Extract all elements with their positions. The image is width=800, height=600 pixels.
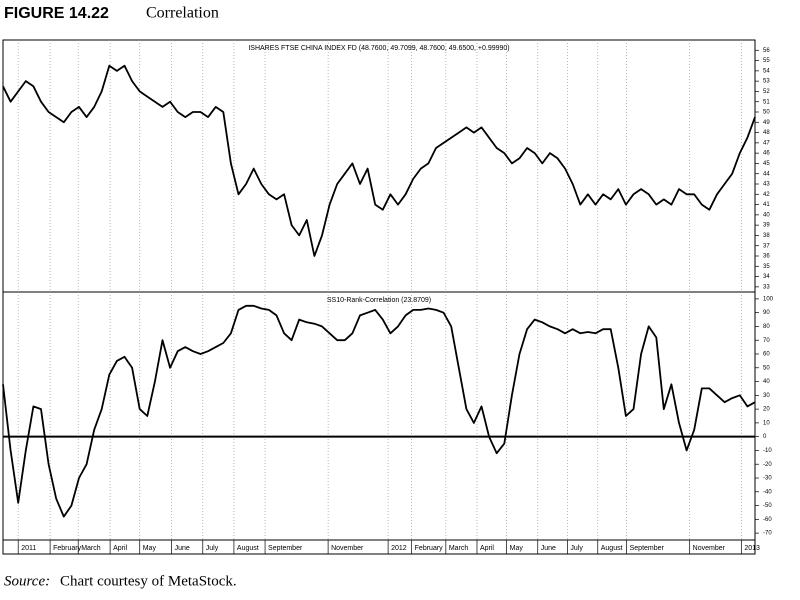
- x-tick-label: March: [81, 545, 101, 552]
- y-tick-label: -20: [763, 462, 772, 468]
- y-tick-label: -30: [763, 476, 772, 482]
- y-tick-label: 37: [763, 243, 770, 249]
- y-tick-label: 90: [763, 310, 770, 316]
- y-tick-label: 43: [763, 182, 770, 188]
- y-tick-label: 100: [763, 296, 774, 302]
- y-tick-label: 51: [763, 99, 770, 105]
- y-tick-label: 34: [763, 274, 770, 280]
- y-tick-label: -10: [763, 448, 772, 454]
- figure-title: Correlation: [146, 5, 219, 22]
- panel-title: ISHARES FTSE CHINA INDEX FD (48.7600, 49…: [248, 45, 509, 52]
- source-label: Source:: [4, 573, 50, 589]
- y-tick-label: 10: [763, 420, 770, 426]
- y-tick-label: 54: [763, 68, 770, 74]
- panel-title: SS10-Rank-Correlation (23.8709): [327, 297, 431, 304]
- x-tick-label: 2012: [391, 545, 407, 552]
- y-tick-label: 39: [763, 223, 770, 229]
- y-tick-label: -40: [763, 489, 772, 495]
- y-tick-label: 38: [763, 233, 770, 239]
- y-tick-label: 52: [763, 89, 770, 95]
- x-tick-label: May: [143, 545, 157, 552]
- x-tick-label: April: [113, 545, 127, 552]
- y-tick-label: 55: [763, 58, 770, 64]
- x-tick-label: April: [480, 545, 494, 552]
- y-tick-label: 50: [763, 365, 770, 371]
- x-tick-label: February: [53, 545, 82, 552]
- y-tick-label: 30: [763, 393, 770, 399]
- x-tick-label: 2011: [21, 545, 36, 552]
- y-tick-label: 49: [763, 120, 770, 126]
- x-tick-label: November: [331, 545, 364, 552]
- y-tick-label: 20: [763, 407, 770, 413]
- panel-frame: [2, 291, 756, 541]
- x-tick-label: November: [693, 545, 726, 552]
- y-tick-label: 46: [763, 151, 770, 157]
- y-tick-label: 47: [763, 140, 770, 146]
- y-tick-label: -50: [763, 503, 772, 509]
- y-tick-label: 40: [763, 379, 770, 385]
- y-tick-label: 70: [763, 338, 770, 344]
- x-tick-label: May: [510, 545, 524, 552]
- x-tick-label: August: [237, 545, 259, 552]
- y-tick-label: -70: [763, 531, 772, 537]
- y-tick-label: 35: [763, 264, 770, 270]
- figure-label: FIGURE 14.22: [4, 5, 109, 22]
- x-tick-label: June: [175, 545, 190, 552]
- y-tick-label: 36: [763, 254, 770, 260]
- y-tick-label: -60: [763, 517, 772, 523]
- y-tick-label: 80: [763, 324, 770, 330]
- price-line: [2, 304, 756, 518]
- x-tick-label: 2013: [744, 545, 760, 552]
- y-tick-label: 0: [763, 434, 767, 440]
- y-tick-label: 53: [763, 79, 770, 85]
- panel-frame: [2, 39, 756, 293]
- x-tick-label: July: [570, 545, 583, 552]
- y-tick-label: 48: [763, 130, 770, 136]
- y-tick-label: 42: [763, 192, 770, 198]
- y-tick-label: 44: [763, 171, 770, 177]
- price-line: [2, 64, 756, 257]
- y-tick-label: 41: [763, 202, 770, 208]
- x-tick-label: September: [268, 545, 303, 552]
- y-tick-label: 60: [763, 352, 770, 358]
- x-tick-label: June: [541, 545, 556, 552]
- y-tick-label: 33: [763, 284, 770, 290]
- y-tick-label: 45: [763, 161, 770, 167]
- y-tick-label: 50: [763, 110, 770, 116]
- y-tick-label: 40: [763, 212, 770, 218]
- source-text: Chart courtesy of MetaStock.: [60, 573, 237, 589]
- x-tick-label: August: [601, 545, 623, 552]
- x-tick-label: March: [449, 545, 469, 552]
- x-tick-label: February: [415, 545, 444, 552]
- y-tick-label: 56: [763, 48, 770, 54]
- x-tick-label: July: [206, 545, 219, 552]
- x-axis-strip: [2, 539, 756, 555]
- x-tick-label: September: [630, 545, 665, 552]
